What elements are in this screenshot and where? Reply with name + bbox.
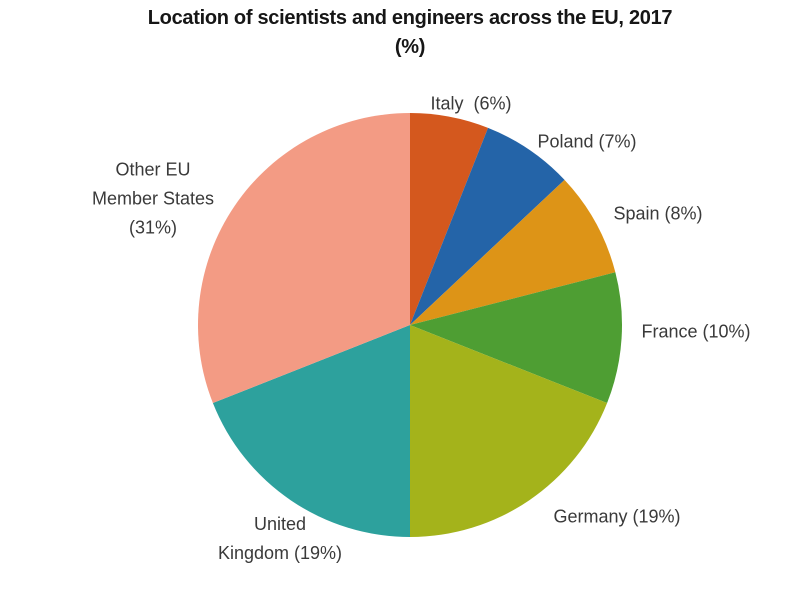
chart-title-unit: (%) <box>394 36 426 58</box>
pie-label-united-kingdom: United Kingdom (19%) <box>217 514 343 563</box>
pie-label-france: France (10%) <box>641 321 751 342</box>
pie-slice-germany <box>410 325 608 537</box>
pie-label-germany: Germany (19%) <box>553 506 681 527</box>
pie-slice-united-kingdom <box>212 325 410 537</box>
pie-label-other-eu-member-states: Other EU Member States (31%) <box>91 159 215 238</box>
pie-slice-spain <box>410 179 616 325</box>
pie-slice-poland <box>410 127 565 325</box>
chart-title: Location of scientists and engineers acr… <box>147 7 673 29</box>
pie-label-italy: Italy (6%) <box>430 93 512 114</box>
pie-label-spain: Spain (8%) <box>613 203 703 224</box>
pie-label-poland: Poland (7%) <box>537 131 637 152</box>
pie-slice-other-eu-member-states <box>198 113 410 404</box>
pie-slice-italy <box>410 113 489 325</box>
pie-slice-france <box>410 272 622 404</box>
